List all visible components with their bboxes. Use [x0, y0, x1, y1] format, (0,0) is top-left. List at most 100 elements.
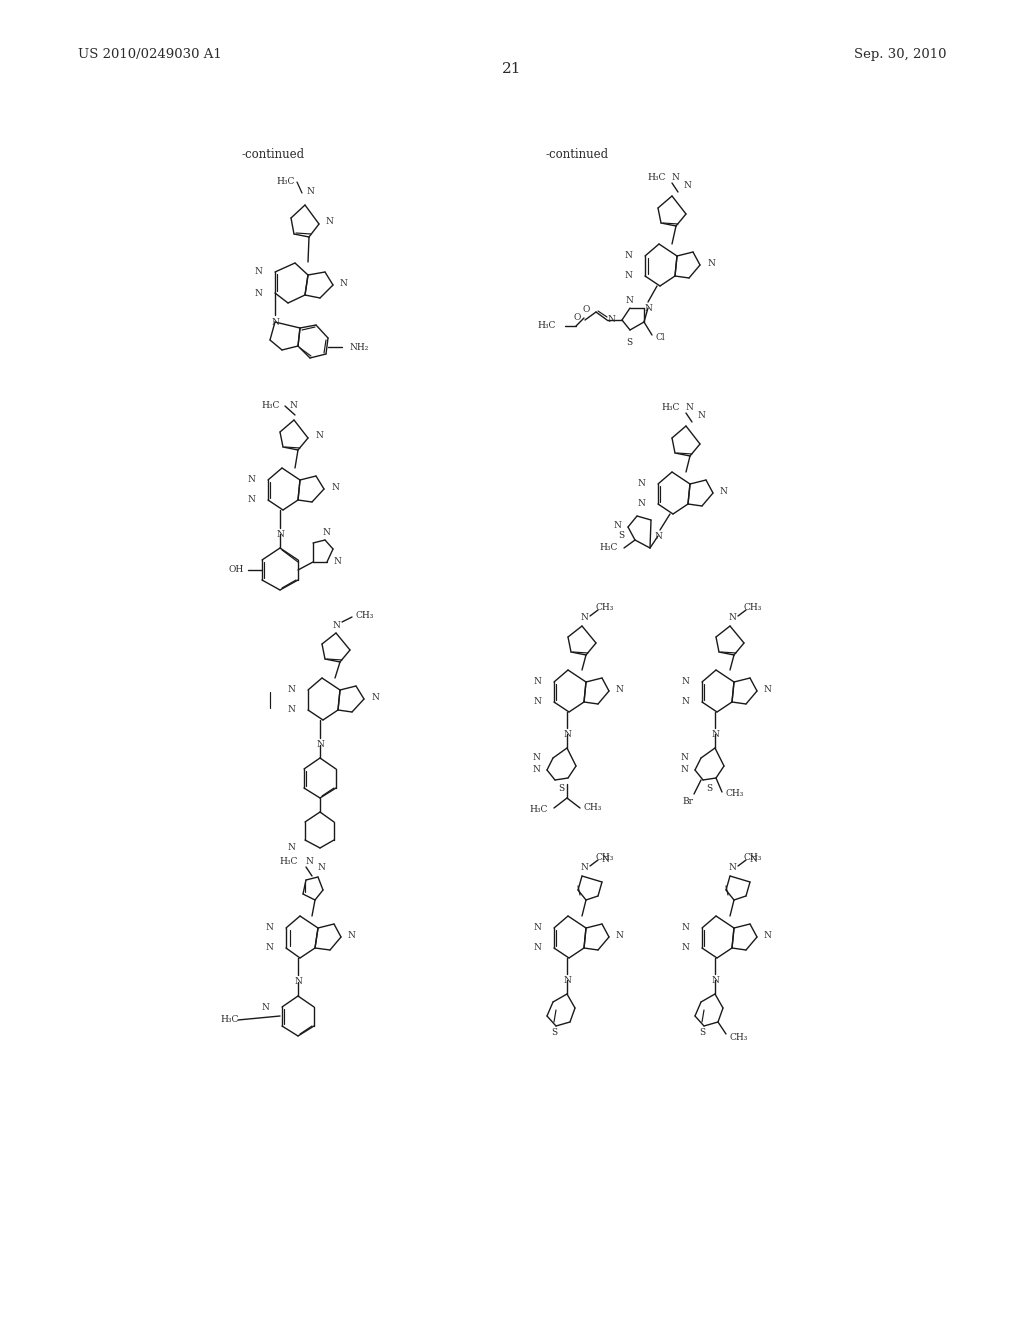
Text: N: N — [534, 697, 541, 706]
Text: N: N — [681, 697, 689, 706]
Text: N: N — [290, 401, 298, 411]
Text: N: N — [326, 218, 334, 227]
Text: NH₂: NH₂ — [350, 342, 370, 351]
Text: N: N — [602, 855, 610, 865]
Text: H₃C: H₃C — [276, 177, 295, 186]
Text: H₃C: H₃C — [662, 404, 680, 412]
Text: N: N — [613, 520, 621, 529]
Text: N: N — [348, 932, 356, 940]
Text: N: N — [637, 499, 645, 508]
Text: CH₃: CH₃ — [596, 854, 614, 862]
Text: H₃C: H₃C — [280, 858, 298, 866]
Text: N: N — [644, 304, 652, 313]
Text: N: N — [316, 741, 324, 748]
Text: N: N — [340, 280, 348, 289]
Text: O: O — [573, 314, 581, 322]
Text: N: N — [294, 977, 302, 986]
Text: Sep. 30, 2010: Sep. 30, 2010 — [853, 48, 946, 61]
Text: CH₃: CH₃ — [596, 603, 614, 612]
Text: N: N — [672, 173, 680, 182]
Text: N: N — [316, 432, 324, 441]
Text: N: N — [331, 483, 339, 492]
Text: Cl: Cl — [656, 334, 666, 342]
Text: H₃C: H₃C — [220, 1015, 239, 1024]
Text: N: N — [265, 924, 273, 932]
Text: N: N — [306, 858, 314, 866]
Text: N: N — [265, 944, 273, 953]
Text: N: N — [698, 411, 706, 420]
Text: OH: OH — [228, 565, 244, 574]
Text: N: N — [720, 487, 728, 496]
Text: US 2010/0249030 A1: US 2010/0249030 A1 — [78, 48, 222, 61]
Text: H₃C: H₃C — [261, 401, 280, 411]
Text: N: N — [637, 479, 645, 488]
Text: N: N — [616, 932, 624, 940]
Text: N: N — [607, 314, 615, 323]
Text: N: N — [711, 730, 719, 739]
Text: H₃C: H₃C — [600, 544, 618, 553]
Text: N: N — [371, 693, 379, 702]
Text: N: N — [334, 557, 342, 565]
Text: H₃C: H₃C — [647, 173, 666, 182]
Text: N: N — [680, 766, 688, 775]
Text: N: N — [332, 620, 340, 630]
Text: Br: Br — [683, 797, 693, 807]
Text: H₃C: H₃C — [529, 805, 548, 814]
Text: N: N — [750, 855, 758, 865]
Text: N: N — [764, 932, 772, 940]
Text: N: N — [684, 181, 692, 190]
Text: N: N — [581, 863, 588, 873]
Text: N: N — [764, 685, 772, 694]
Text: N: N — [624, 272, 632, 281]
Text: N: N — [254, 268, 262, 276]
Text: N: N — [276, 531, 284, 539]
Text: N: N — [711, 975, 719, 985]
Text: CH₃: CH₃ — [726, 789, 744, 799]
Text: CH₃: CH₃ — [744, 603, 763, 612]
Text: N: N — [287, 843, 295, 853]
Text: N: N — [534, 677, 541, 686]
Text: N: N — [681, 924, 689, 932]
Text: N: N — [247, 495, 255, 504]
Text: N: N — [532, 754, 540, 763]
Text: -continued: -continued — [546, 148, 609, 161]
Text: CH₃: CH₃ — [584, 804, 602, 813]
Text: CH₃: CH₃ — [744, 854, 763, 862]
Text: S: S — [706, 784, 712, 793]
Text: -continued: -continued — [242, 148, 305, 161]
Text: N: N — [728, 614, 736, 623]
Text: N: N — [624, 252, 632, 260]
Text: N: N — [534, 944, 541, 953]
Text: N: N — [681, 677, 689, 686]
Text: N: N — [681, 944, 689, 953]
Text: N: N — [532, 766, 540, 775]
Text: N: N — [563, 975, 571, 985]
Text: N: N — [707, 260, 715, 268]
Text: S: S — [551, 1028, 557, 1038]
Text: N: N — [247, 475, 255, 484]
Text: CH₃: CH₃ — [356, 610, 375, 619]
Text: N: N — [287, 685, 295, 694]
Text: 21: 21 — [502, 62, 522, 77]
Text: N: N — [563, 730, 571, 739]
Text: S: S — [699, 1028, 706, 1038]
Text: N: N — [271, 318, 279, 327]
Text: N: N — [581, 614, 588, 623]
Text: CH₃: CH₃ — [730, 1032, 749, 1041]
Text: O: O — [583, 305, 590, 314]
Text: H₃C: H₃C — [538, 322, 556, 330]
Text: N: N — [318, 862, 326, 871]
Text: N: N — [686, 404, 694, 412]
Text: S: S — [626, 338, 632, 347]
Text: N: N — [306, 187, 314, 195]
Text: S: S — [617, 531, 624, 540]
Text: N: N — [625, 296, 633, 305]
Text: N: N — [616, 685, 624, 694]
Text: N: N — [728, 863, 736, 873]
Text: N: N — [654, 532, 662, 541]
Text: S: S — [558, 784, 564, 793]
Text: N: N — [680, 754, 688, 763]
Text: N: N — [287, 705, 295, 714]
Text: N: N — [261, 1002, 269, 1011]
Text: N: N — [254, 289, 262, 297]
